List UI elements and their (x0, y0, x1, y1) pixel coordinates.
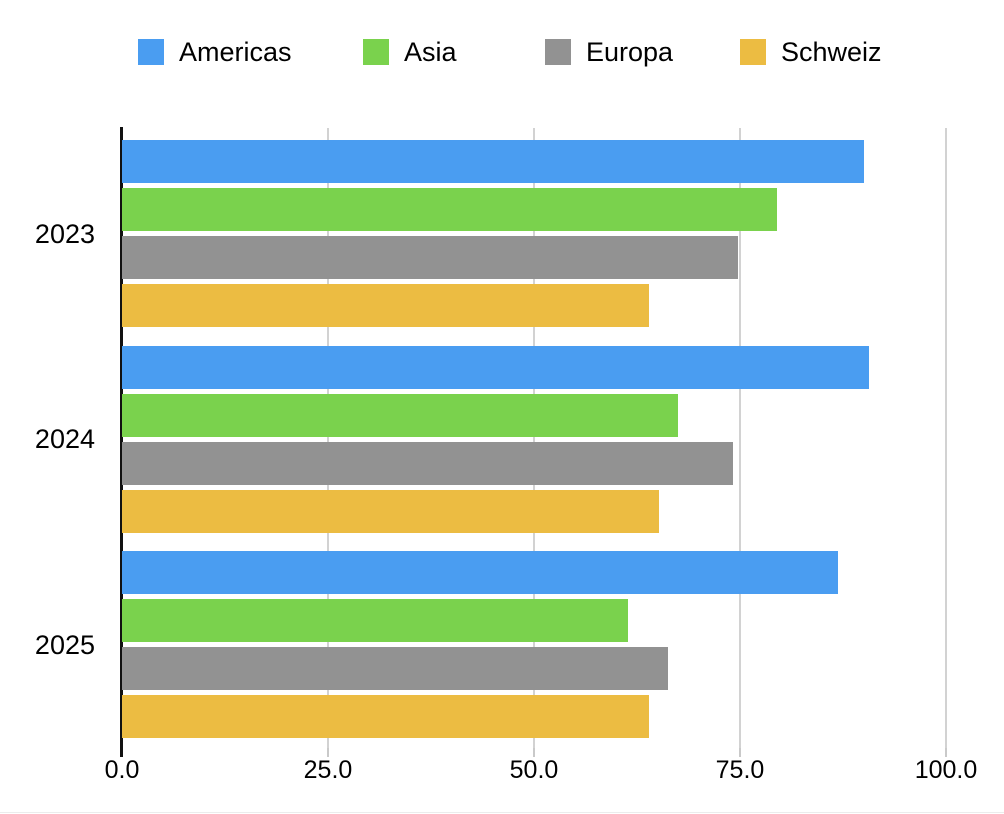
x-axis-tick-50 (533, 748, 535, 757)
y-category-label-2023: 2023 (34, 218, 95, 249)
x-tick-label-100: 100.0 (914, 756, 978, 784)
gridline-x-75 (739, 128, 741, 748)
x-axis-tick-75 (739, 748, 741, 757)
legend-swatch-americas (138, 39, 164, 65)
chart-legend: Americas Asia Europa Schweiz (0, 0, 1004, 100)
legend-label-asia: Asia (404, 37, 457, 67)
legend-item-americas[interactable]: Americas (138, 36, 292, 68)
x-tick-label-75: 75.0 (715, 756, 765, 784)
bar-schweiz-2023[interactable] (122, 284, 650, 327)
legend-swatch-asia (363, 39, 389, 65)
legend-label-schweiz: Schweiz (781, 37, 882, 67)
legend-label-europa: Europa (586, 37, 674, 67)
x-axis-tick-100 (945, 748, 947, 757)
x-tick-label-50: 50.0 (509, 756, 559, 784)
bar-schweiz-2024[interactable] (122, 489, 660, 533)
gridline-x-25 (327, 128, 329, 748)
bar-americas-2023[interactable] (122, 140, 864, 183)
gridline-x-50 (533, 128, 535, 748)
bar-asia-2025[interactable] (122, 599, 628, 642)
legend-item-asia[interactable]: Asia (363, 36, 457, 68)
x-axis-tick-25 (327, 748, 329, 757)
bar-europa-2024[interactable] (122, 441, 733, 485)
legend-swatch-europa (545, 39, 571, 65)
legend-label-americas: Americas (179, 37, 292, 67)
chart-plot-area (120, 127, 947, 757)
bar-europa-2023[interactable] (122, 236, 738, 279)
bottom-divider-line (0, 812, 1004, 813)
gridline-x-100 (945, 128, 947, 748)
x-tick-label-25: 25.0 (303, 756, 353, 784)
legend-item-europa[interactable]: Europa (545, 36, 673, 68)
legend-swatch-schweiz (740, 39, 766, 65)
legend-item-schweiz[interactable]: Schweiz (740, 36, 882, 68)
bar-schweiz-2025[interactable] (122, 695, 650, 738)
y-axis-category-labels: 2023 2024 2025 (0, 0, 122, 814)
bar-asia-2023[interactable] (122, 188, 778, 231)
bar-americas-2024[interactable] (122, 345, 869, 389)
bar-europa-2025[interactable] (122, 647, 669, 690)
bar-americas-2025[interactable] (122, 551, 839, 594)
y-category-label-2024: 2024 (34, 424, 95, 454)
y-category-label-2025: 2025 (34, 629, 95, 660)
y-axis-line (120, 127, 123, 749)
bar-asia-2024[interactable] (122, 393, 679, 437)
x-axis-tick-0 (120, 748, 123, 757)
